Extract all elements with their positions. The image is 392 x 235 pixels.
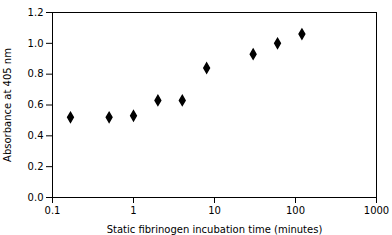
svg-text:0.2: 0.2 [28, 161, 44, 172]
svg-text:1.0: 1.0 [28, 38, 44, 49]
svg-text:0.1: 0.1 [45, 205, 61, 216]
svg-text:0.0: 0.0 [28, 192, 44, 203]
svg-text:1: 1 [130, 205, 136, 216]
svg-text:100: 100 [286, 205, 305, 216]
svg-text:10: 10 [208, 205, 221, 216]
svg-text:0.6: 0.6 [28, 99, 44, 110]
svg-text:1.2: 1.2 [28, 7, 44, 18]
svg-text:Static fibrinogen incubation t: Static fibrinogen incubation time (minut… [107, 224, 323, 235]
svg-text:0.4: 0.4 [28, 130, 44, 141]
svg-text:Absorbance at 405 nm: Absorbance at 405 nm [2, 48, 13, 162]
svg-text:0.8: 0.8 [28, 68, 44, 79]
svg-text:1000: 1000 [364, 205, 389, 216]
